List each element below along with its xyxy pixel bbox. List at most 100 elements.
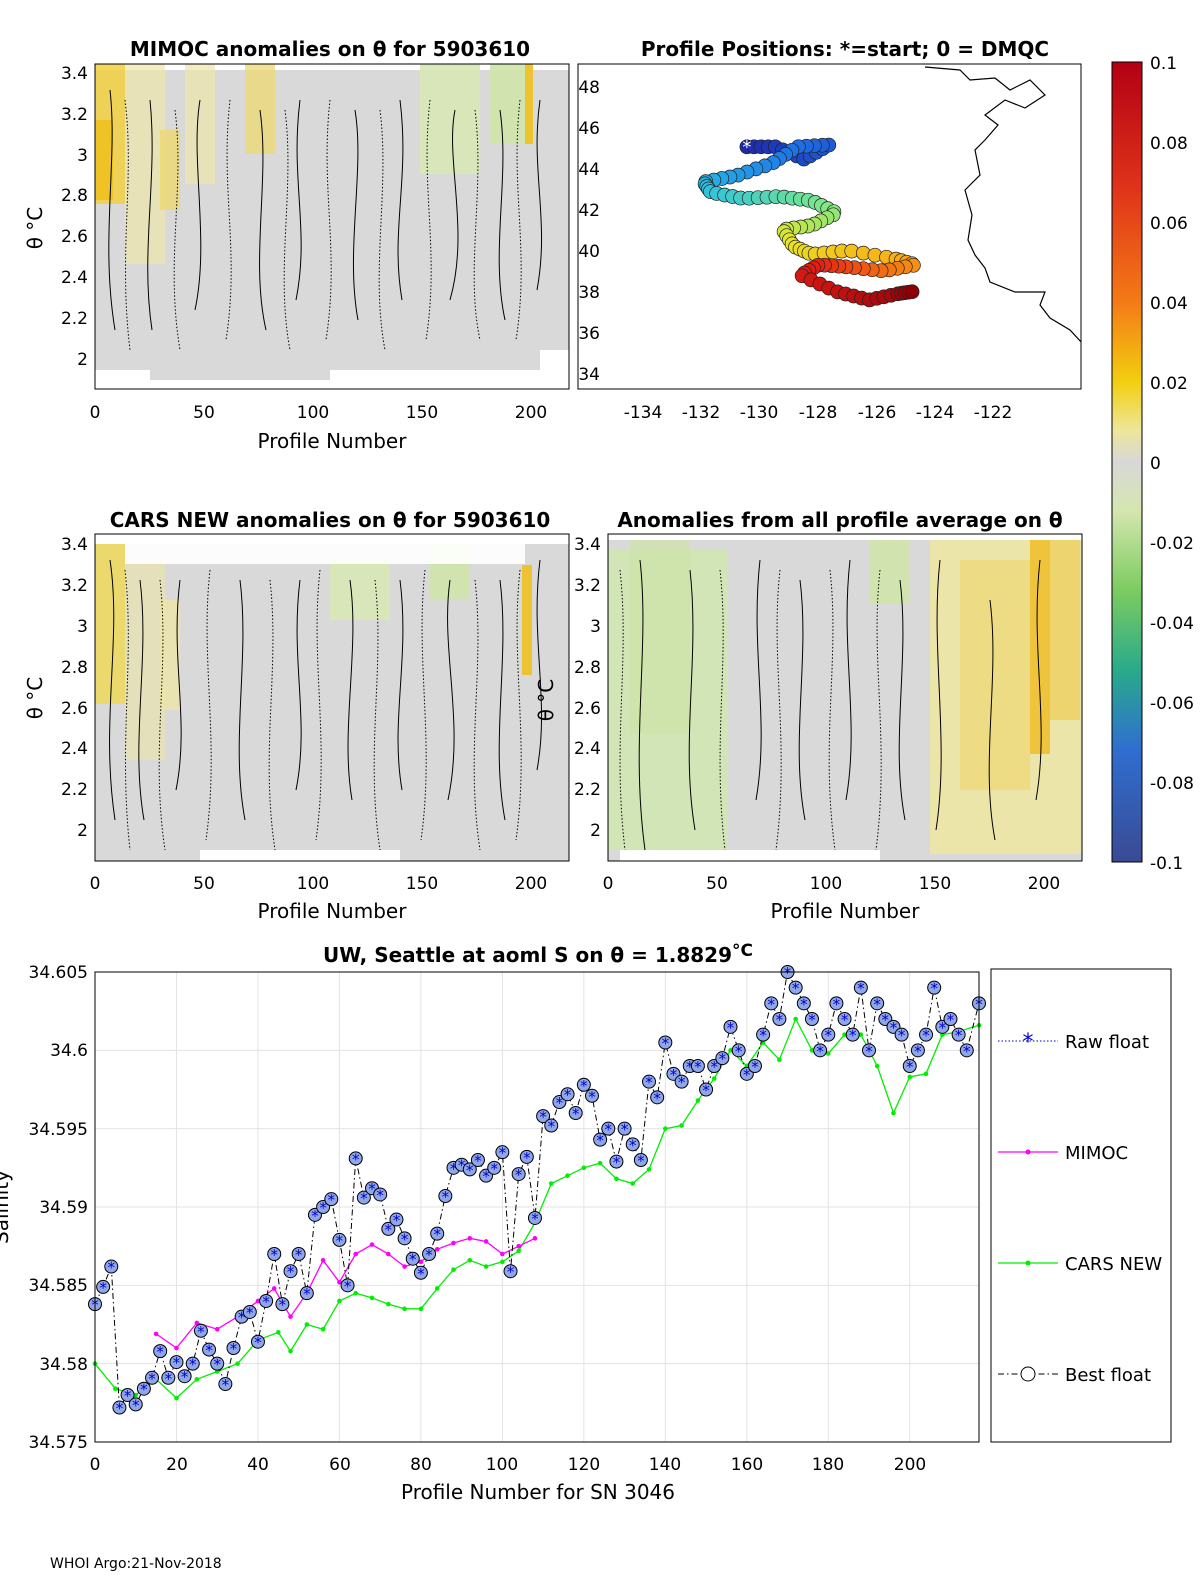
best-float-point <box>324 1192 339 1207</box>
colorbar-gradient <box>1111 61 1143 863</box>
best-float-point <box>462 1162 477 1177</box>
cars-ytick: 2.6 <box>61 699 88 719</box>
best-float-point <box>894 1027 909 1042</box>
colorbar-tick: 0.04 <box>1150 294 1188 314</box>
positions-xtick: -126 <box>858 403 897 423</box>
best-float-point <box>332 1232 347 1247</box>
positions-ytick: 40 <box>578 242 600 262</box>
cars-new-point <box>451 1267 456 1272</box>
salinity-ytick: 34.595 <box>29 1120 88 1140</box>
cars-new-point <box>467 1257 473 1263</box>
raw-float-point: * <box>368 1180 376 1198</box>
coastline <box>924 66 1081 343</box>
track-marker <box>904 284 920 300</box>
cars-new-point <box>369 1295 375 1301</box>
raw-float-point: * <box>482 1168 490 1186</box>
best-float-point <box>650 1090 665 1105</box>
average-title: Anomalies from all profile average on θ <box>617 508 1062 532</box>
cars-new-point <box>728 1048 733 1053</box>
mimoc-xtick: 200 <box>515 403 547 423</box>
cars-new-point <box>418 1306 424 1312</box>
average-ytick: 3.2 <box>574 576 601 596</box>
salinity-yticks: 34.605 34.6 34.595 34.59 34.585 34.58 34… <box>29 963 88 1453</box>
raw-float-point: * <box>865 1042 873 1060</box>
cars-ytick: 2.4 <box>61 739 88 759</box>
mimoc-ytick: 3.4 <box>61 64 88 84</box>
legend-cars-new: CARS NEW <box>998 1254 1162 1275</box>
salinity-xtick: 160 <box>731 1455 763 1475</box>
best-float-point <box>658 1035 673 1050</box>
raw-float-point: * <box>230 1340 238 1358</box>
cars-new-point <box>777 1057 782 1063</box>
cars-xlabel: Profile Number <box>258 899 408 923</box>
mimoc-point <box>483 1239 489 1244</box>
raw-float-point: * <box>857 980 865 998</box>
best-float-point <box>389 1212 404 1227</box>
raw-float-point: * <box>352 1150 360 1168</box>
cars-new-point <box>679 1123 684 1128</box>
cars-new-point <box>858 1032 864 1037</box>
best-float-point <box>715 1051 730 1066</box>
raw-float-point: * <box>156 1343 164 1361</box>
mimoc-point <box>174 1345 179 1351</box>
best-float-point <box>699 1082 714 1097</box>
mimoc-ytick: 2.8 <box>61 186 88 206</box>
mimoc-axes-box <box>94 63 570 390</box>
raw-float-point: * <box>458 1157 466 1175</box>
positions-ytick: 34 <box>578 365 600 385</box>
best-float-point <box>185 1356 200 1371</box>
raw-float-point: * <box>743 1066 751 1084</box>
best-float-point <box>356 1190 371 1205</box>
raw-float-point: * <box>165 1370 173 1388</box>
best-float-point <box>503 1264 518 1279</box>
mimoc-point <box>288 1314 293 1319</box>
raw-float-point: * <box>784 964 792 982</box>
raw-float-point: * <box>710 1058 718 1076</box>
cars-new-point <box>516 1248 521 1254</box>
raw-float-point: * <box>930 980 938 998</box>
raw-float-point: * <box>409 1251 417 1269</box>
mimoc-point <box>434 1247 440 1252</box>
salinity-xtick: 20 <box>166 1455 188 1475</box>
raw-float-point: * <box>702 1082 710 1100</box>
average-ytick: 3 <box>590 617 601 637</box>
best-float-point <box>373 1187 388 1202</box>
positions-ytick: 36 <box>578 324 600 344</box>
raw-float-point: * <box>173 1354 181 1372</box>
cars-xtick: 50 <box>193 874 215 894</box>
raw-float-point: * <box>238 1309 246 1327</box>
raw-float-point: * <box>816 1042 824 1060</box>
mimoc-point <box>255 1298 261 1304</box>
colorbar-tick: -0.08 <box>1150 774 1194 794</box>
best-float-point <box>870 996 885 1011</box>
best-float-point <box>177 1369 192 1384</box>
salinity-ylabel: Salinity <box>0 1170 13 1244</box>
raw-float-point: * <box>108 1259 116 1277</box>
raw-float-point: * <box>776 1011 784 1029</box>
footer-stamp: WHOI Argo:21-Nov-2018 <box>50 1556 222 1572</box>
best-float-point <box>470 1153 485 1167</box>
raw-float-point: * <box>189 1356 197 1374</box>
raw-float-point: * <box>596 1132 604 1150</box>
raw-float-point: * <box>311 1207 319 1225</box>
best-float-point <box>804 1012 819 1026</box>
mimoc-point <box>214 1326 220 1332</box>
salinity-axes-box <box>94 971 980 1443</box>
best-float-point <box>560 1087 575 1102</box>
best-float-point <box>299 1286 314 1301</box>
cars-new-point <box>133 1392 139 1398</box>
raw-float-point: * <box>523 1149 531 1167</box>
best-float-point <box>617 1121 632 1136</box>
raw-float-point: * <box>222 1376 230 1394</box>
average-xtick: 200 <box>1028 874 1060 894</box>
best-float-point <box>112 1400 127 1415</box>
cars-ytick: 3.4 <box>61 535 88 555</box>
best-float-point <box>145 1370 160 1385</box>
mimoc-ytick: 2.6 <box>61 227 88 247</box>
colorbar-tick: -0.04 <box>1150 614 1194 634</box>
mimoc-point <box>418 1259 424 1265</box>
legend-box <box>990 968 1172 1443</box>
average-ytick: 3.4 <box>574 535 601 555</box>
best-float-point <box>128 1397 143 1412</box>
best-float-point <box>927 980 942 995</box>
